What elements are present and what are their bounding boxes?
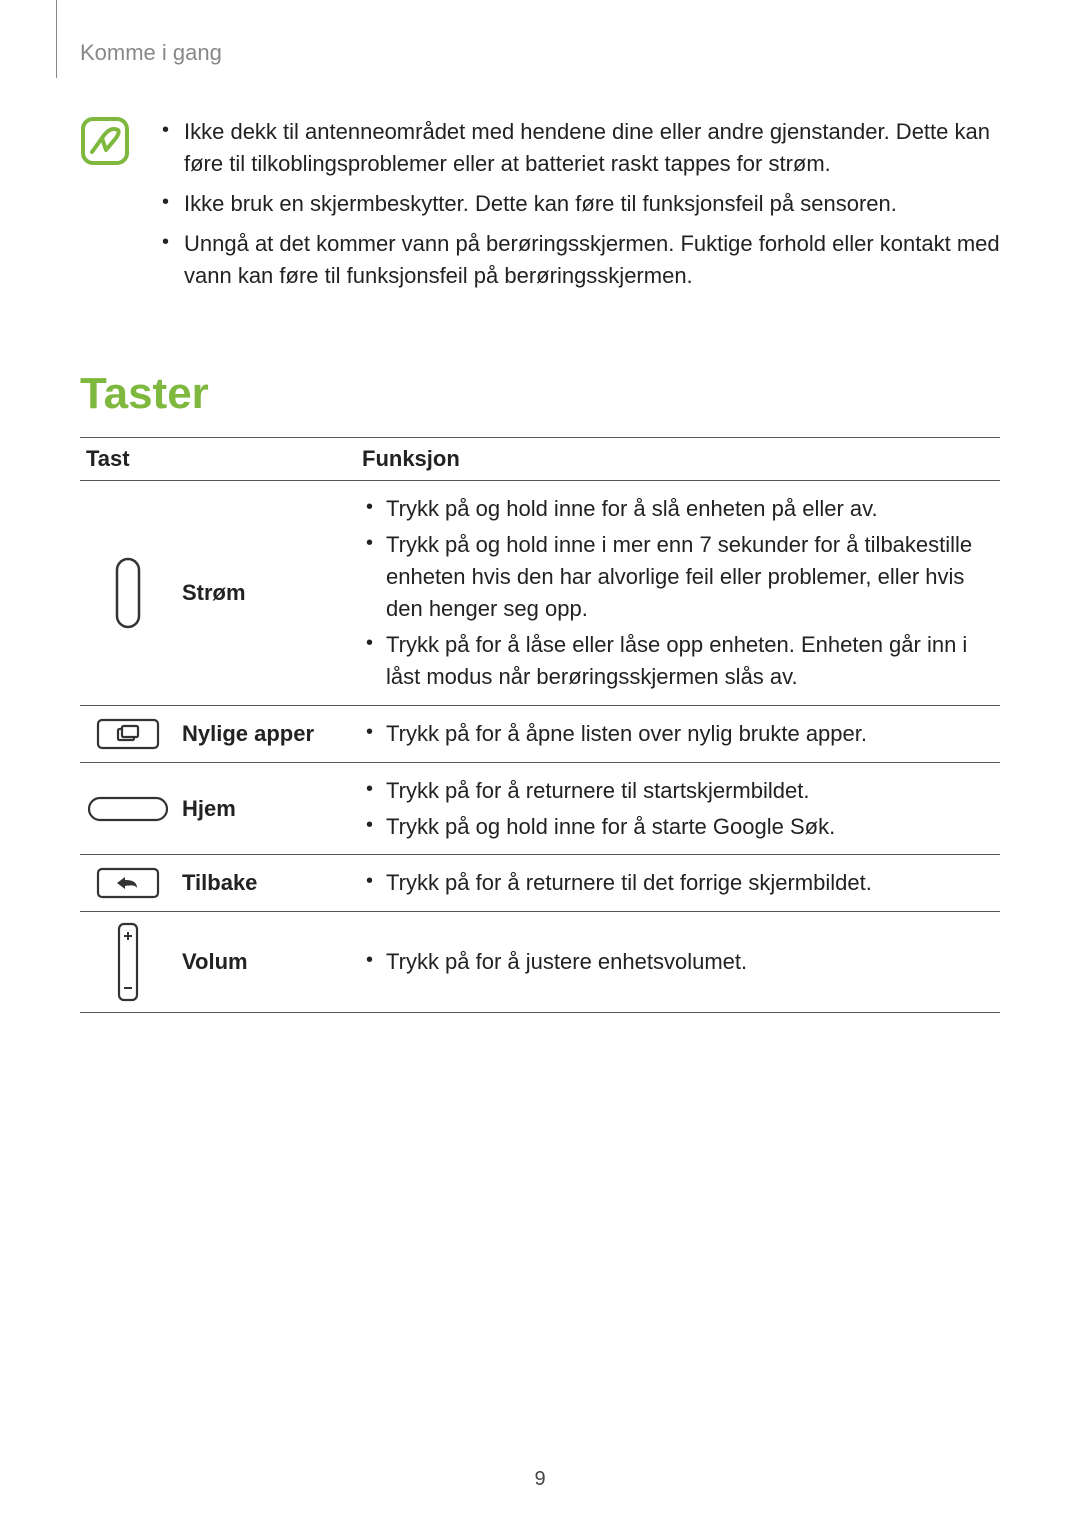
col-header-funk: Funksjon bbox=[356, 438, 1000, 481]
key-icon-home bbox=[80, 762, 176, 855]
key-functions: Trykk på for å returnere til det forrige… bbox=[356, 855, 1000, 912]
func-item: Trykk på for å returnere til startskjerm… bbox=[362, 775, 994, 807]
note-block: Ikke dekk til antenneområdet med hendene… bbox=[80, 116, 1000, 299]
func-item: Trykk på for å returnere til det forrige… bbox=[362, 867, 994, 899]
keys-table: Tast Funksjon Strøm Trykk på og hold in bbox=[80, 437, 1000, 1013]
table-row: Tilbake Trykk på for å returnere til det… bbox=[80, 855, 1000, 912]
func-item: Trykk på for å justere enhetsvolumet. bbox=[362, 946, 994, 978]
key-label: Hjem bbox=[176, 762, 356, 855]
top-left-rule bbox=[56, 0, 57, 78]
key-label: Nylige apper bbox=[176, 705, 356, 762]
page: Komme i gang Ikke dekk til antenneområde… bbox=[0, 0, 1080, 1527]
key-functions: Trykk på for å åpne listen over nylig br… bbox=[356, 705, 1000, 762]
recent-apps-icon bbox=[86, 717, 170, 751]
key-icon-volume bbox=[80, 912, 176, 1013]
key-icon-power bbox=[80, 481, 176, 705]
section-title: Taster bbox=[80, 369, 1000, 419]
key-label: Volum bbox=[176, 912, 356, 1013]
breadcrumb: Komme i gang bbox=[80, 40, 1000, 66]
home-icon bbox=[86, 794, 170, 824]
key-functions: Trykk på og hold inne for å slå enheten … bbox=[356, 481, 1000, 705]
col-header-tast: Tast bbox=[80, 438, 356, 481]
power-icon bbox=[86, 555, 170, 631]
note-item: Ikke dekk til antenneområdet med hendene… bbox=[158, 116, 1000, 180]
volume-icon bbox=[86, 920, 170, 1004]
key-functions: Trykk på for å justere enhetsvolumet. bbox=[356, 912, 1000, 1013]
key-icon-recent bbox=[80, 705, 176, 762]
back-icon bbox=[86, 866, 170, 900]
table-row: Hjem Trykk på for å returnere til starts… bbox=[80, 762, 1000, 855]
func-item: Trykk på og hold inne for å starte Googl… bbox=[362, 811, 994, 843]
table-row: Volum Trykk på for å justere enhetsvolum… bbox=[80, 912, 1000, 1013]
key-icon-back bbox=[80, 855, 176, 912]
table-row: Nylige apper Trykk på for å åpne listen … bbox=[80, 705, 1000, 762]
func-item: Trykk på og hold inne i mer enn 7 sekund… bbox=[362, 529, 994, 625]
note-item: Unngå at det kommer vann på berøringsskj… bbox=[158, 228, 1000, 292]
key-functions: Trykk på for å returnere til startskjerm… bbox=[356, 762, 1000, 855]
table-row: Strøm Trykk på og hold inne for å slå en… bbox=[80, 481, 1000, 705]
page-number: 9 bbox=[0, 1468, 1080, 1491]
note-icon bbox=[80, 116, 130, 166]
note-list: Ikke dekk til antenneområdet med hendene… bbox=[158, 116, 1000, 299]
func-item: Trykk på for å åpne listen over nylig br… bbox=[362, 718, 994, 750]
key-label: Strøm bbox=[176, 481, 356, 705]
func-item: Trykk på for å låse eller låse opp enhet… bbox=[362, 629, 994, 693]
table-header-row: Tast Funksjon bbox=[80, 438, 1000, 481]
key-label: Tilbake bbox=[176, 855, 356, 912]
note-item: Ikke bruk en skjermbeskytter. Dette kan … bbox=[158, 188, 1000, 220]
func-item: Trykk på og hold inne for å slå enheten … bbox=[362, 493, 994, 525]
